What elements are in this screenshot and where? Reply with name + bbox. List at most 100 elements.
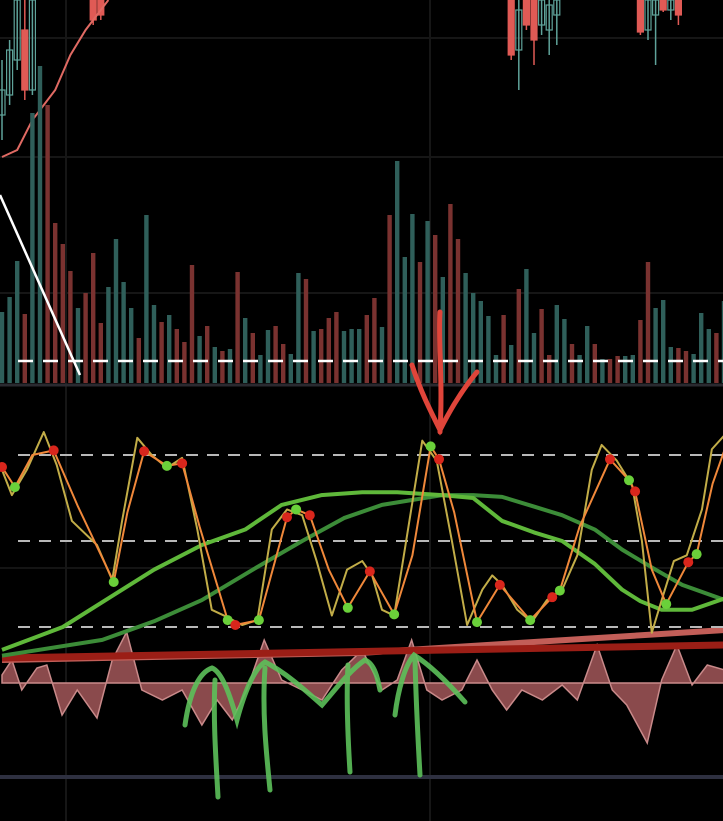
volume-bar xyxy=(569,344,575,383)
candle xyxy=(636,0,645,33)
crossover-dot-up xyxy=(342,602,353,613)
volume-bar xyxy=(433,235,438,383)
volume-bar xyxy=(7,297,12,383)
volume-bar xyxy=(197,336,202,383)
candle xyxy=(0,89,6,116)
red-arrow-drawing[interactable] xyxy=(409,309,480,436)
volume-bar xyxy=(425,221,430,383)
volume-bar xyxy=(721,301,723,383)
volume-bar xyxy=(516,289,521,383)
volume-bar xyxy=(303,279,309,383)
volume-bar xyxy=(0,312,5,383)
candle xyxy=(515,9,523,51)
volume-bar xyxy=(455,239,461,383)
volume-pane xyxy=(0,66,723,383)
trend-line-drawing[interactable] xyxy=(0,194,82,376)
fast-moving-average-line xyxy=(1,490,723,652)
candle xyxy=(545,4,553,31)
volume-bar xyxy=(463,273,468,383)
crossover-dot-down xyxy=(547,592,558,603)
candle xyxy=(537,0,546,26)
crossover-dot-down xyxy=(282,512,292,523)
candle xyxy=(13,0,21,61)
volume-bar xyxy=(653,308,658,383)
volume-bar xyxy=(562,319,567,383)
oscillator-average-line xyxy=(1,641,723,662)
volume-bar xyxy=(121,282,126,383)
volume-bar xyxy=(623,356,628,383)
crossover-dot-up xyxy=(425,441,436,452)
volume-bar xyxy=(699,313,704,383)
volume-bar xyxy=(22,314,27,383)
volume-bar xyxy=(440,277,445,383)
volume-bar xyxy=(174,329,179,383)
volume-bar xyxy=(265,330,271,383)
volume-bar xyxy=(288,354,293,383)
volume-bar xyxy=(683,351,689,383)
volume-bar xyxy=(379,327,385,383)
volume-bar xyxy=(212,347,217,383)
crossover-dot-up xyxy=(291,504,302,515)
volume-bar xyxy=(364,315,369,383)
crossover-dot-up xyxy=(525,615,536,626)
volume-bar xyxy=(189,265,195,383)
candle xyxy=(28,0,36,91)
lower-oscillator-pane xyxy=(1,627,723,746)
volume-bar xyxy=(547,355,552,383)
volume-bar xyxy=(60,244,65,383)
candle xyxy=(553,0,561,16)
volume-bar xyxy=(577,355,582,383)
volume-bar xyxy=(585,326,590,383)
crossover-dot-down xyxy=(683,557,694,568)
crossover-dot-down xyxy=(605,454,615,465)
volume-bar xyxy=(524,269,529,383)
volume-bar xyxy=(387,215,392,383)
volume-bar xyxy=(129,308,134,383)
drawings xyxy=(0,194,480,800)
volume-bar xyxy=(68,271,73,383)
volume-bar xyxy=(668,347,673,383)
volume-bar xyxy=(630,355,635,383)
crossover-dot-up xyxy=(661,599,672,610)
crossover-dot-up xyxy=(554,585,565,596)
volume-bar xyxy=(167,315,172,383)
stochastic-k-line xyxy=(1,431,723,634)
volume-bar xyxy=(410,214,415,383)
volume-bar xyxy=(30,113,35,383)
crossover-dot-up xyxy=(472,617,482,628)
crossover-dot-down xyxy=(434,454,444,465)
candle xyxy=(674,0,683,16)
volume-bar xyxy=(296,273,301,383)
crossover-dot-down xyxy=(494,579,505,590)
volume-bar xyxy=(661,300,666,383)
volume-bar xyxy=(448,204,453,383)
green-m-drawing[interactable] xyxy=(182,651,468,800)
volume-bar xyxy=(714,333,719,383)
volume-bar xyxy=(258,355,263,383)
volume-bar xyxy=(501,315,506,383)
crossover-dot-down xyxy=(230,619,241,630)
candle xyxy=(21,29,29,91)
volume-bar xyxy=(37,66,43,383)
volume-bar xyxy=(493,355,499,383)
volume-bar xyxy=(372,298,377,383)
volume-bar xyxy=(349,329,354,383)
volume-bar xyxy=(159,322,164,383)
crossover-dot-up xyxy=(108,576,119,587)
candle xyxy=(522,0,531,26)
volume-bar xyxy=(357,329,362,383)
volume-bar xyxy=(706,329,711,383)
crossover-dot-up xyxy=(691,549,702,560)
crossover-dot-down xyxy=(304,510,315,521)
volume-bar xyxy=(91,253,96,383)
volume-bar xyxy=(250,333,255,383)
volume-bar xyxy=(607,359,613,383)
volume-bar xyxy=(53,223,58,383)
volume-bar xyxy=(395,161,400,383)
volume-bar xyxy=(235,272,240,383)
volume-bar xyxy=(531,333,537,383)
volume-bar xyxy=(638,320,643,383)
volume-bar xyxy=(341,331,347,383)
candle xyxy=(659,0,667,11)
